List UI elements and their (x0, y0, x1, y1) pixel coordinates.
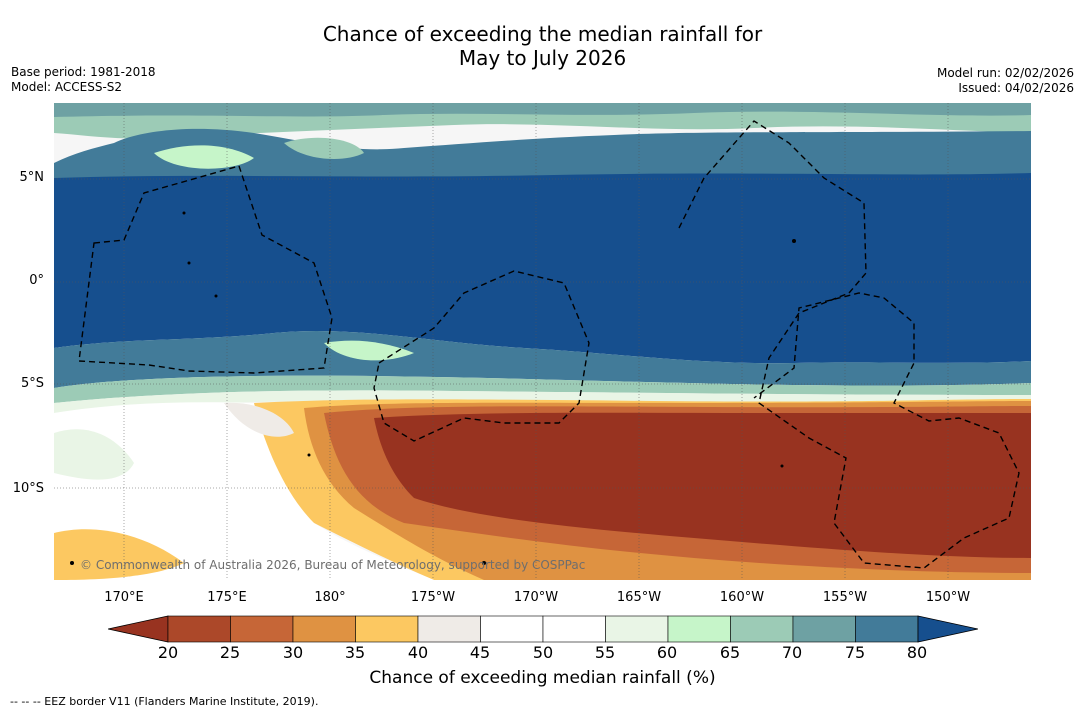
island (780, 464, 784, 468)
lon-label-150w: 150°W (925, 590, 971, 605)
island (214, 294, 218, 298)
eez-footnote: -- -- -- EEZ border V11 (Flanders Marine… (10, 695, 319, 708)
island (792, 239, 796, 243)
lat-label-5s: 5°S (20, 376, 44, 391)
patch-southwest-pale (54, 429, 134, 480)
colorbar-swatch (605, 615, 669, 643)
colorbar-tick: 30 (282, 643, 304, 662)
meta-left: Base period: 1981-2018 Model: ACCESS-S2 (11, 65, 156, 95)
colorbar-swatch (792, 615, 856, 643)
base-period: Base period: 1981-2018 (11, 65, 156, 79)
colorbar-swatch (355, 615, 419, 643)
island (70, 561, 74, 565)
colorbar-swatch (667, 615, 731, 643)
colorbar-tick: 40 (407, 643, 429, 662)
model-name: Model: ACCESS-S2 (11, 80, 123, 94)
colorbar-tick: 55 (594, 643, 616, 662)
colorbar (107, 614, 979, 648)
map-title: Chance of exceeding the median rainfall … (0, 22, 1085, 70)
colorbar-swatch (480, 615, 544, 643)
graticule (54, 103, 1031, 580)
colorbar-tick: 80 (906, 643, 928, 662)
colorbar-swatch (542, 615, 606, 643)
colorbar-tick: 70 (781, 643, 803, 662)
colorbar-tick: 65 (719, 643, 741, 662)
patch-north-light (154, 145, 254, 169)
map-attribution: © Commonwealth of Australia 2026, Bureau… (80, 558, 586, 572)
eez-border-east (678, 120, 1020, 569)
colorbar-swatch (730, 615, 794, 643)
lon-label-155w: 155°W (822, 590, 868, 605)
colorbar-swatch (230, 615, 294, 643)
colorbar-swatch (292, 615, 356, 643)
island (307, 453, 311, 457)
island (187, 261, 191, 265)
colorbar-tick: 75 (844, 643, 866, 662)
band-north-teal (54, 103, 1031, 117)
lat-label-0: 0° (29, 273, 44, 288)
eez-border-central (373, 270, 590, 442)
region-south-red (374, 412, 1031, 558)
colorbar-tick: 20 (157, 643, 179, 662)
colorbar-tick: 25 (219, 643, 241, 662)
colorbar-swatches (107, 615, 979, 643)
colorbar-swatch (417, 615, 481, 643)
issued-date: Issued: 04/02/2026 (958, 81, 1074, 95)
lon-label-165w: 165°W (616, 590, 662, 605)
colorbar-extend-low (107, 615, 169, 643)
colorbar-tick: 60 (656, 643, 678, 662)
eez-borders (78, 120, 1020, 569)
lon-label-180: 180° (314, 590, 346, 605)
band-south-green (54, 375, 1031, 403)
map-title-line2: May to July 2026 (458, 46, 627, 70)
patch-southwest-grey (224, 402, 294, 437)
island (182, 211, 186, 215)
map-canvas (54, 103, 1031, 580)
lon-label-160w: 160°W (719, 590, 765, 605)
model-run: Model run: 02/02/2026 (936, 66, 1074, 80)
lat-label-5n: 5°N (19, 170, 45, 185)
colorbar-extend-high (917, 615, 979, 643)
band-equator-darkblue (54, 173, 1031, 364)
lon-label-170w: 170°W (513, 590, 559, 605)
lat-label-10s: 10°S (12, 481, 44, 496)
colorbar-label: Chance of exceeding median rainfall (%) (369, 668, 716, 688)
rainfall-map (54, 103, 1031, 580)
meta-right: Model run: 02/02/2026 Issued: 04/02/2026 (937, 66, 1074, 96)
lon-label-175e: 175°E (207, 590, 247, 605)
colorbar-tick: 50 (532, 643, 554, 662)
lon-label-175w: 175°W (410, 590, 456, 605)
region-southwest-white (54, 402, 434, 580)
patch-southwest-yellow (54, 529, 184, 580)
colorbar-tick: 45 (469, 643, 491, 662)
eez-border-west (78, 165, 333, 374)
colorbar-swatch (167, 615, 231, 643)
islands (70, 211, 796, 565)
colorbar-swatch (855, 615, 919, 643)
lon-label-170e: 170°E (104, 590, 144, 605)
colorbar-tick: 35 (344, 643, 366, 662)
map-title-line1: Chance of exceeding the median rainfall … (322, 22, 763, 46)
patch-north-mid (284, 137, 364, 159)
island (482, 561, 486, 565)
